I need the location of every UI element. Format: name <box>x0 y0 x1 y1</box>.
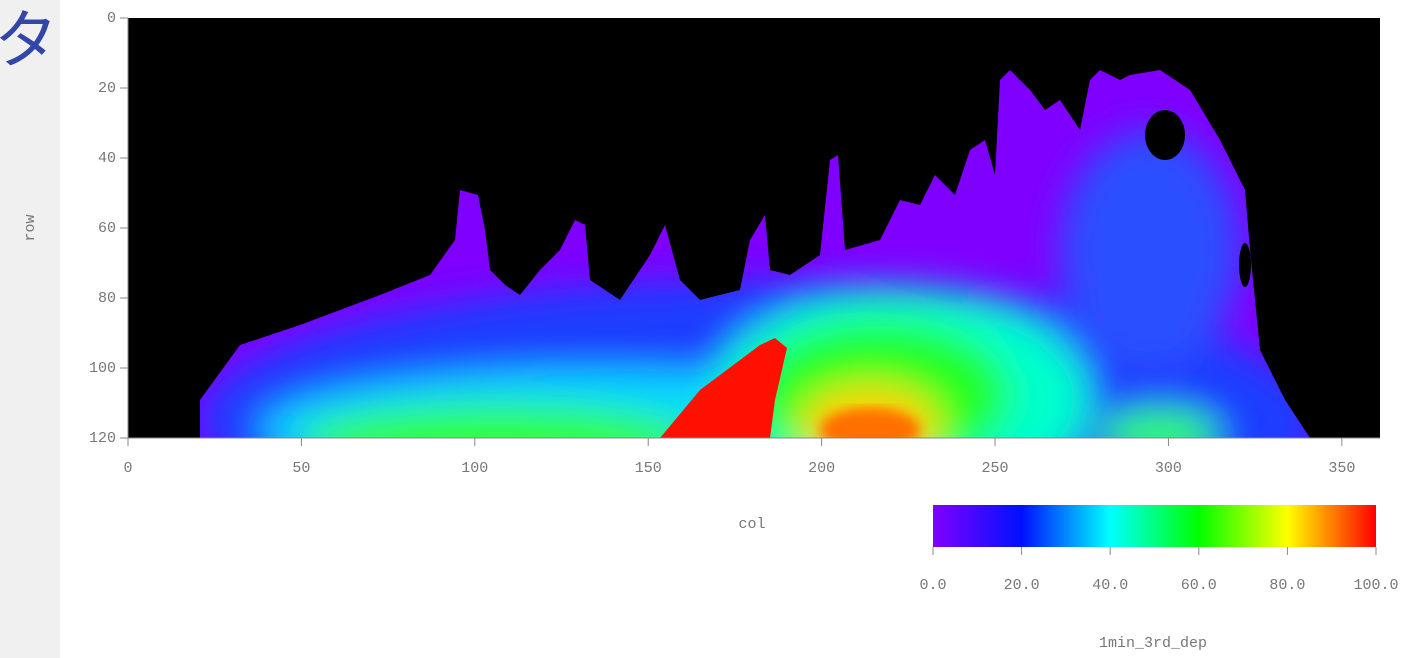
colorbar-tick-label: 0.0 <box>919 577 946 594</box>
x-tick-label: 150 <box>635 460 662 477</box>
side-text: タ <box>0 5 58 79</box>
x-tick-label: 250 <box>982 460 1009 477</box>
colorbar-tick-label: 20.0 <box>1004 577 1040 594</box>
x-tick-label: 350 <box>1328 460 1355 477</box>
colorbar-tick-label: 100.0 <box>1353 577 1398 594</box>
y-tick-label: 0 <box>107 10 116 27</box>
colorbar <box>933 505 1376 547</box>
page: タ row col 1min_3rd_dep 0 20 40 60 80 100 120 0 5… <box>0 0 1421 658</box>
y-tick-label: 80 <box>98 290 116 307</box>
x-axis-label: col <box>738 516 765 533</box>
x-tick-label: 100 <box>461 460 488 477</box>
y-tick-label: 40 <box>98 150 116 167</box>
x-tick-label: 200 <box>808 460 835 477</box>
y-tick-label: 100 <box>89 360 116 377</box>
y-tick-label: 20 <box>98 80 116 97</box>
side-panel <box>0 0 60 658</box>
colorbar-label: 1min_3rd_dep <box>1099 635 1207 652</box>
colorbar-tick-label: 60.0 <box>1181 577 1217 594</box>
x-tick-label: 0 <box>123 460 132 477</box>
colorbar-tick-label: 80.0 <box>1269 577 1305 594</box>
colorbar-tick-label: 40.0 <box>1092 577 1128 594</box>
y-axis-label: row <box>22 214 39 241</box>
x-tick-label: 300 <box>1155 460 1182 477</box>
x-tick-label: 50 <box>292 460 310 477</box>
y-tick-label: 60 <box>98 220 116 237</box>
y-tick-label: 120 <box>89 430 116 447</box>
